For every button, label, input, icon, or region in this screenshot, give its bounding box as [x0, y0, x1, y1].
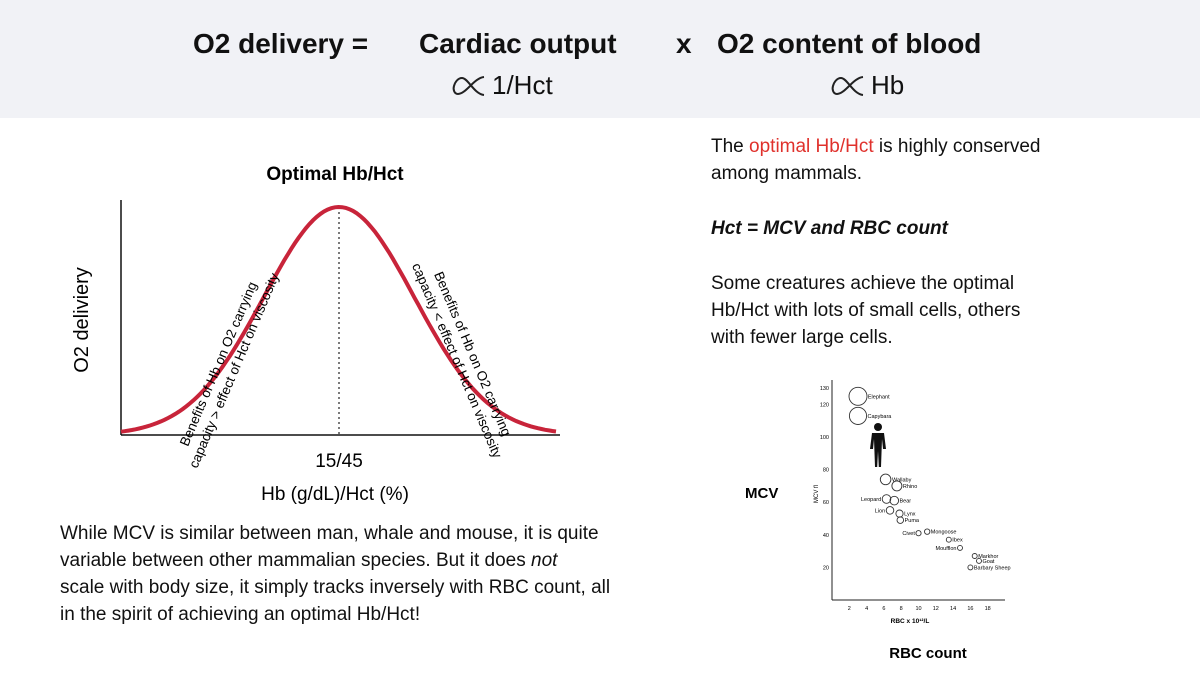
scatter-point [881, 494, 892, 504]
conservation-paragraph: The optimal Hb/Hct is highly conserved a… [711, 133, 1181, 187]
scatter-point-label: Wallaby [892, 477, 912, 483]
scatter-point-label: Barbary Sheep [974, 565, 1011, 571]
proportional-hb: Hb [831, 70, 904, 101]
equation-o2-content: O2 content of blood [717, 28, 982, 59]
scatter-point [924, 528, 931, 535]
rbc-count-big-label: RBC count [889, 645, 967, 662]
scatter-x-tick-label: 16 [967, 606, 973, 612]
paragraph-line: While MCV is similar between man, whale … [60, 523, 599, 544]
scatter-point [891, 480, 903, 492]
paragraph-line: scale with body size, it simply tracks i… [60, 577, 611, 598]
scatter-point-label: Lion [875, 508, 885, 514]
text-span: is highly conserved [873, 136, 1041, 157]
scatter-x-ticks: 2 4 6 8 10 12 14 16 18 [848, 606, 991, 612]
scatter-y-tick-label: 120 [820, 402, 829, 408]
text-span: The [711, 136, 750, 157]
scatter-y-tick-label: 40 [823, 533, 829, 539]
scatter-x-tick-label: 6 [882, 606, 885, 612]
scatter-point-label: Goat [983, 559, 995, 565]
paragraph-line: The optimal Hb/Hct is highly conserved [711, 133, 1181, 160]
mcv-explanation-paragraph: While MCV is similar between man, whale … [60, 520, 660, 628]
scatter-y-tick-label: 80 [823, 468, 829, 474]
left-slope-annotation: Benefits of Hb on O2 carrying capacity >… [177, 271, 282, 471]
scatter-point [915, 530, 922, 537]
scatter-y-tick-label: 130 [820, 386, 829, 392]
scatter-point-label: Moufflon [936, 546, 957, 552]
scatter-point-label: Rhino [903, 484, 917, 490]
bell-chart-title: Optimal Hb/Hct [266, 164, 404, 185]
scatter-x-tick-label: 2 [848, 606, 851, 612]
bell-curve [120, 204, 557, 434]
proportional-hct: 1/Hct [452, 70, 553, 101]
right-slope-annotation: Benefits of Hb on O2 carrying capacity <… [409, 261, 514, 461]
scatter-point-label: Elephant [868, 394, 890, 400]
equation-banner [0, 0, 1200, 118]
scatter-y-ticks: 130 120 100 80 60 40 20 [820, 386, 829, 571]
paragraph-line: variable between other mammalian species… [60, 547, 660, 574]
scatter-point [967, 564, 974, 571]
scatter-point [885, 506, 895, 515]
scatter-point [895, 509, 904, 518]
scatter-point [848, 406, 868, 425]
peak-label: 15/45 [315, 451, 363, 472]
scatter-point [896, 516, 905, 524]
y-axis-label: O2 deliviery [71, 267, 93, 373]
equation-lhs: O2 delivery = [193, 28, 369, 59]
scatter-point [976, 557, 982, 564]
hct-definition: Hct = MCV and RBC count [711, 218, 948, 239]
scatter-y-tick-label: 100 [820, 435, 829, 441]
scatter-point [957, 544, 963, 551]
optimal-hb-hct-highlight: optimal Hb/Hct [749, 136, 874, 157]
paragraph-line: Hb/Hct with lots of small cells, others [711, 300, 1021, 321]
emphasis-not: not [531, 550, 558, 571]
scatter-y-tick-label: 60 [823, 500, 829, 506]
scatter-point [879, 473, 892, 486]
left-note-line2: capacity > effect of Hct on viscosity [186, 271, 282, 471]
mcv-big-label: MCV [745, 485, 778, 502]
scatter-point-label: Civet [902, 531, 915, 537]
scatter-x-tick-label: 10 [915, 606, 921, 612]
paragraph-line-text: variable between other mammalian species… [60, 550, 532, 571]
scatter-point-label: Mongoose [931, 530, 957, 536]
equation-times: x [676, 28, 692, 59]
right-note-line2: capacity < effect of Hct on viscosity [409, 261, 505, 461]
optimal-hb-hct-diagram: Optimal Hb/Hct O2 deliviery 15/45 Hb (g/… [71, 164, 560, 505]
x-axis-label: Hb (g/dL)/Hct (%) [261, 484, 409, 505]
scatter-point [848, 386, 868, 406]
paragraph-line: with fewer large cells. [711, 327, 893, 348]
cell-size-paragraph: Some creatures achieve the optimal Hb/Hc… [711, 270, 1181, 351]
scatter-point-label: Capybara [868, 414, 893, 420]
equation-cardiac-output: Cardiac output [419, 28, 617, 59]
mcv-small-label: MCV fl [814, 485, 820, 503]
scatter-x-tick-label: 14 [950, 606, 956, 612]
scatter-x-tick-label: 18 [985, 606, 991, 612]
scatter-y-tick-label: 20 [823, 565, 829, 571]
proportional-hb-value: Hb [871, 70, 905, 100]
scatter-point-label: Leopard [861, 497, 881, 503]
scatter-point-label: Markhor [978, 554, 998, 560]
paragraph-line: in the spirit of achieving an optimal Hb… [60, 604, 421, 625]
scatter-point-label: Bear [900, 499, 912, 505]
scatter-point-label: Ibex [952, 538, 963, 544]
scatter-point-label: Lynx [904, 512, 916, 518]
paragraph-line: Some creatures achieve the optimal [711, 273, 1015, 294]
scatter-point-label: Puma [905, 518, 920, 524]
scatter-x-tick-label: 8 [900, 606, 903, 612]
scatter-point [889, 495, 900, 506]
proportional-icon [831, 75, 864, 96]
rbc-small-label: RBC x 10¹²/L [891, 618, 930, 625]
scatter-x-tick-label: 4 [865, 606, 868, 612]
paragraph-line: among mammals. [711, 163, 862, 184]
scatter-x-tick-label: 12 [933, 606, 939, 612]
proportional-icon [452, 75, 485, 96]
scatter-point [971, 553, 978, 559]
mcv-vs-rbc-scatter: MCV MCV fl 130 120 100 80 60 40 20 2 4 6 8 10 12 14 1… [745, 380, 1011, 662]
human-silhouette-icon [870, 423, 886, 467]
proportional-hct-value: 1/Hct [492, 70, 553, 100]
scatter-point [945, 536, 952, 543]
